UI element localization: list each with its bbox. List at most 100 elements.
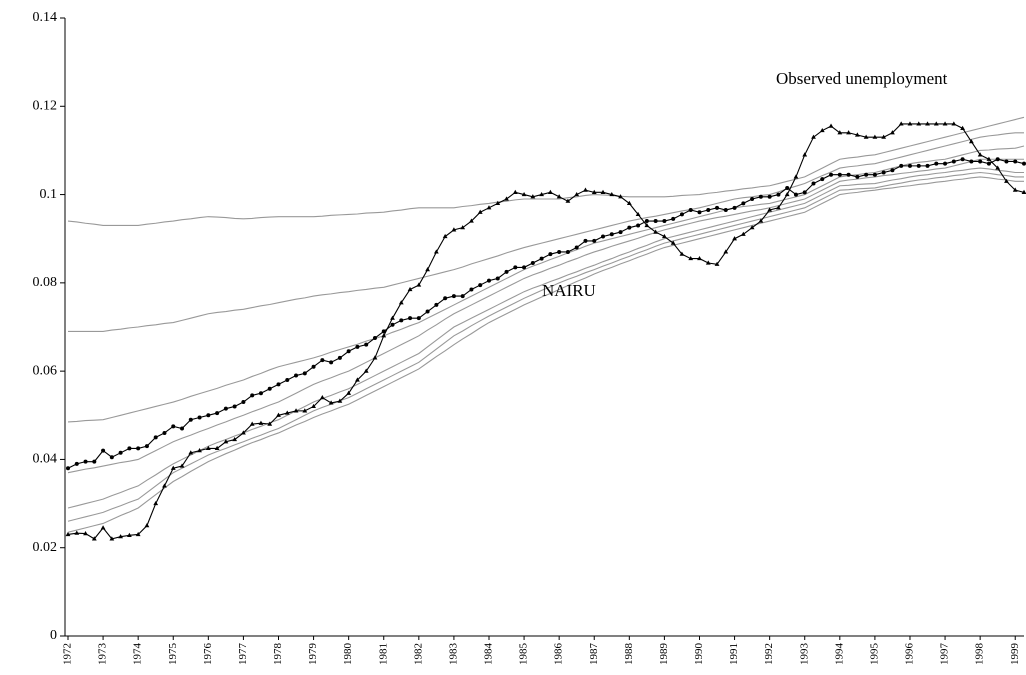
data-point bbox=[776, 192, 781, 197]
data-point bbox=[969, 159, 974, 164]
data-point bbox=[232, 436, 238, 442]
data-point bbox=[425, 309, 430, 314]
data-point bbox=[162, 483, 167, 488]
data-point bbox=[276, 412, 281, 417]
data-point bbox=[285, 377, 290, 382]
data-point bbox=[293, 408, 299, 413]
data-point bbox=[188, 450, 194, 455]
x-tick-label: 1976 bbox=[202, 643, 214, 666]
data-point bbox=[65, 531, 71, 537]
data-point bbox=[697, 255, 702, 261]
data-point bbox=[679, 212, 684, 217]
data-point bbox=[311, 364, 316, 369]
data-point bbox=[118, 534, 124, 539]
data-point bbox=[74, 461, 79, 466]
x-tick-label: 1998 bbox=[974, 643, 986, 666]
data-point bbox=[469, 287, 474, 292]
data-point bbox=[758, 218, 764, 223]
data-point bbox=[486, 278, 491, 283]
data-point bbox=[372, 336, 377, 341]
data-point bbox=[205, 445, 211, 450]
x-tick-label: 1990 bbox=[693, 643, 705, 666]
x-tick-label: 1974 bbox=[132, 643, 144, 666]
data-point bbox=[1004, 159, 1009, 164]
data-point bbox=[416, 282, 422, 287]
x-tick-label: 1992 bbox=[763, 643, 775, 665]
data-point bbox=[829, 172, 834, 177]
data-point bbox=[828, 123, 834, 128]
y-tick-label: 0.04 bbox=[33, 452, 58, 467]
x-tick-label: 1989 bbox=[658, 643, 670, 666]
x-tick-label: 1994 bbox=[833, 643, 845, 666]
data-point bbox=[294, 373, 299, 378]
data-point bbox=[968, 139, 974, 144]
x-tick-label: 1985 bbox=[518, 643, 530, 666]
data-point bbox=[583, 238, 588, 243]
data-point bbox=[241, 430, 246, 435]
data-point bbox=[925, 163, 930, 168]
data-point bbox=[433, 249, 439, 254]
data-point bbox=[706, 208, 711, 213]
data-point bbox=[329, 360, 334, 365]
data-point bbox=[732, 236, 737, 241]
data-point bbox=[486, 205, 492, 210]
data-point bbox=[337, 398, 343, 403]
data-point bbox=[311, 403, 316, 409]
data-point bbox=[355, 377, 360, 382]
series-label: Observed unemployment bbox=[776, 69, 948, 88]
data-point bbox=[460, 294, 465, 299]
data-point bbox=[1022, 161, 1026, 166]
data-point bbox=[837, 172, 842, 177]
data-point bbox=[951, 159, 956, 164]
data-point bbox=[101, 448, 106, 453]
series-line bbox=[67, 158, 1024, 474]
data-point bbox=[223, 439, 229, 444]
data-point bbox=[206, 413, 211, 418]
data-point bbox=[302, 408, 308, 413]
data-point bbox=[127, 446, 132, 451]
data-point bbox=[925, 121, 930, 126]
data-point bbox=[767, 194, 772, 199]
data-point bbox=[978, 159, 983, 164]
data-point bbox=[512, 189, 518, 194]
x-tick-label: 1996 bbox=[904, 643, 916, 666]
data-point bbox=[188, 417, 193, 422]
data-point bbox=[907, 163, 912, 168]
data-point bbox=[802, 152, 808, 157]
data-point bbox=[74, 530, 80, 535]
data-point bbox=[811, 134, 816, 139]
data-point bbox=[547, 189, 553, 194]
x-tick-label: 1982 bbox=[412, 643, 424, 665]
data-point bbox=[679, 251, 685, 256]
data-point bbox=[793, 192, 798, 197]
data-point bbox=[723, 208, 728, 213]
data-point bbox=[618, 230, 623, 235]
data-point bbox=[443, 296, 448, 301]
data-point bbox=[144, 523, 150, 528]
data-point bbox=[399, 318, 404, 323]
data-point bbox=[565, 198, 571, 203]
data-point bbox=[355, 344, 360, 349]
data-point bbox=[960, 157, 965, 162]
series-line bbox=[67, 167, 1024, 509]
data-point bbox=[636, 223, 641, 228]
data-point bbox=[863, 134, 869, 139]
x-tick-label: 1973 bbox=[97, 643, 109, 666]
data-point bbox=[697, 210, 702, 215]
data-point bbox=[232, 404, 237, 409]
data-point bbox=[381, 329, 386, 334]
data-point bbox=[100, 525, 106, 530]
data-point bbox=[881, 134, 887, 139]
data-point bbox=[478, 283, 483, 288]
data-point bbox=[653, 229, 659, 234]
x-tick-label: 1984 bbox=[483, 643, 495, 666]
data-point bbox=[513, 265, 518, 270]
series-line bbox=[68, 132, 1024, 332]
x-tick-label: 1980 bbox=[342, 643, 354, 666]
data-point bbox=[381, 333, 387, 338]
data-point bbox=[644, 222, 650, 228]
x-tick-label: 1999 bbox=[1009, 643, 1021, 666]
data-point bbox=[451, 294, 456, 299]
